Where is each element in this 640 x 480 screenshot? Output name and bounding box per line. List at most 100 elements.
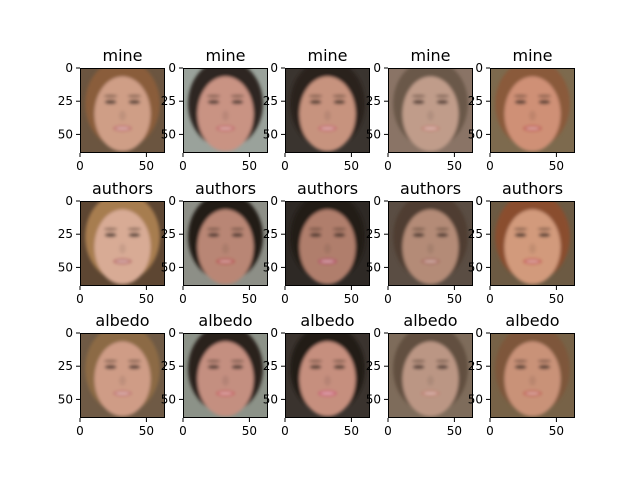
subplot-title: albedo: [403, 311, 457, 330]
y-tick-label: 0: [270, 61, 278, 75]
subplot-title: authors: [502, 179, 563, 198]
axes-frame: [285, 68, 370, 153]
y-tick-label: 50: [366, 127, 381, 141]
subplot-1-4: authors 0 25 50 0 50: [468, 179, 575, 306]
subplot-title: albedo: [300, 311, 354, 330]
y-tick-label: 0: [373, 194, 381, 208]
y-tick-label: 25: [468, 359, 483, 373]
subplot-0-1: mine 0 25 50 0 50: [161, 46, 268, 173]
x-tick-label: 0: [76, 424, 84, 438]
y-tick-label: 0: [65, 61, 73, 75]
subplot-title: mine: [307, 46, 347, 65]
axes-frame: [80, 68, 165, 153]
y-tick-label: 50: [58, 260, 73, 274]
face-image: [183, 333, 268, 418]
subplot-2-4: albedo 0 25 50 0 50: [468, 311, 575, 438]
subplot-title: albedo: [198, 311, 252, 330]
y-tick-label: 25: [58, 94, 73, 108]
y-tick-label: 0: [65, 326, 73, 340]
face-image: [285, 333, 370, 418]
axes-frame: [490, 333, 575, 418]
axes-frame: [183, 333, 268, 418]
face-image: [80, 68, 165, 153]
x-tick-label: 50: [549, 424, 564, 438]
y-tick-label: 50: [366, 392, 381, 406]
face-image: [285, 68, 370, 153]
x-tick-label: 50: [344, 159, 359, 173]
face-image: [285, 201, 370, 286]
y-tick-label: 0: [475, 61, 483, 75]
face-image: [183, 201, 268, 286]
face-image: [388, 201, 473, 286]
x-tick-label: 50: [447, 292, 462, 306]
x-tick-label: 50: [344, 424, 359, 438]
subplot-1-1: authors 0 25 50 0 50: [161, 179, 268, 306]
x-tick-label: 50: [139, 424, 154, 438]
y-tick-label: 50: [161, 127, 176, 141]
subplot-title: albedo: [95, 311, 149, 330]
axes-frame: [80, 201, 165, 286]
axes-frame: [388, 201, 473, 286]
y-tick-label: 0: [270, 194, 278, 208]
y-tick-label: 25: [161, 94, 176, 108]
y-tick-label: 0: [65, 194, 73, 208]
y-tick-label: 0: [168, 326, 176, 340]
x-tick-label: 50: [344, 292, 359, 306]
face-image: [490, 333, 575, 418]
subplot-0-0: mine 0 25 50 0 50: [58, 46, 165, 173]
x-tick-label: 0: [281, 424, 289, 438]
y-tick-label: 50: [468, 392, 483, 406]
axes-frame: [80, 333, 165, 418]
y-tick-label: 50: [263, 127, 278, 141]
subplot-0-3: mine 0 25 50 0 50: [366, 46, 473, 173]
x-tick-label: 0: [281, 159, 289, 173]
subplot-title: mine: [410, 46, 450, 65]
x-tick-label: 0: [179, 159, 187, 173]
axes-frame: [490, 201, 575, 286]
y-tick-label: 25: [263, 227, 278, 241]
axes-frame: [183, 68, 268, 153]
y-tick-label: 50: [263, 392, 278, 406]
x-tick-label: 0: [486, 292, 494, 306]
x-tick-label: 0: [179, 292, 187, 306]
y-tick-label: 0: [475, 326, 483, 340]
x-tick-label: 0: [281, 292, 289, 306]
x-tick-label: 0: [76, 159, 84, 173]
y-tick-label: 50: [161, 260, 176, 274]
subplot-title: authors: [92, 179, 153, 198]
x-tick-label: 0: [486, 159, 494, 173]
x-tick-label: 50: [549, 292, 564, 306]
y-tick-label: 0: [270, 326, 278, 340]
x-tick-label: 50: [139, 159, 154, 173]
axes-frame: [388, 68, 473, 153]
face-image: [490, 201, 575, 286]
x-tick-label: 50: [447, 424, 462, 438]
subplot-1-0: authors 0 25 50 0 50: [58, 179, 165, 306]
subplot-title: authors: [400, 179, 461, 198]
y-tick-label: 50: [161, 392, 176, 406]
x-tick-label: 0: [384, 292, 392, 306]
face-image: [388, 68, 473, 153]
x-tick-label: 0: [384, 159, 392, 173]
y-tick-label: 25: [366, 227, 381, 241]
subplot-title: authors: [195, 179, 256, 198]
axes-frame: [388, 333, 473, 418]
axes-frame: [183, 201, 268, 286]
axes-frame: [490, 68, 575, 153]
subplot-title: mine: [102, 46, 142, 65]
y-tick-label: 25: [161, 359, 176, 373]
subplot-0-4: mine 0 25 50 0 50: [468, 46, 575, 173]
y-tick-label: 0: [168, 194, 176, 208]
subplot-1-3: authors 0 25 50 0 50: [366, 179, 473, 306]
y-tick-label: 25: [468, 227, 483, 241]
y-tick-label: 25: [58, 227, 73, 241]
x-tick-label: 50: [242, 159, 257, 173]
face-image: [183, 68, 268, 153]
y-tick-label: 50: [263, 260, 278, 274]
x-tick-label: 0: [384, 424, 392, 438]
x-tick-label: 50: [242, 292, 257, 306]
y-tick-label: 25: [468, 94, 483, 108]
y-tick-label: 25: [366, 359, 381, 373]
